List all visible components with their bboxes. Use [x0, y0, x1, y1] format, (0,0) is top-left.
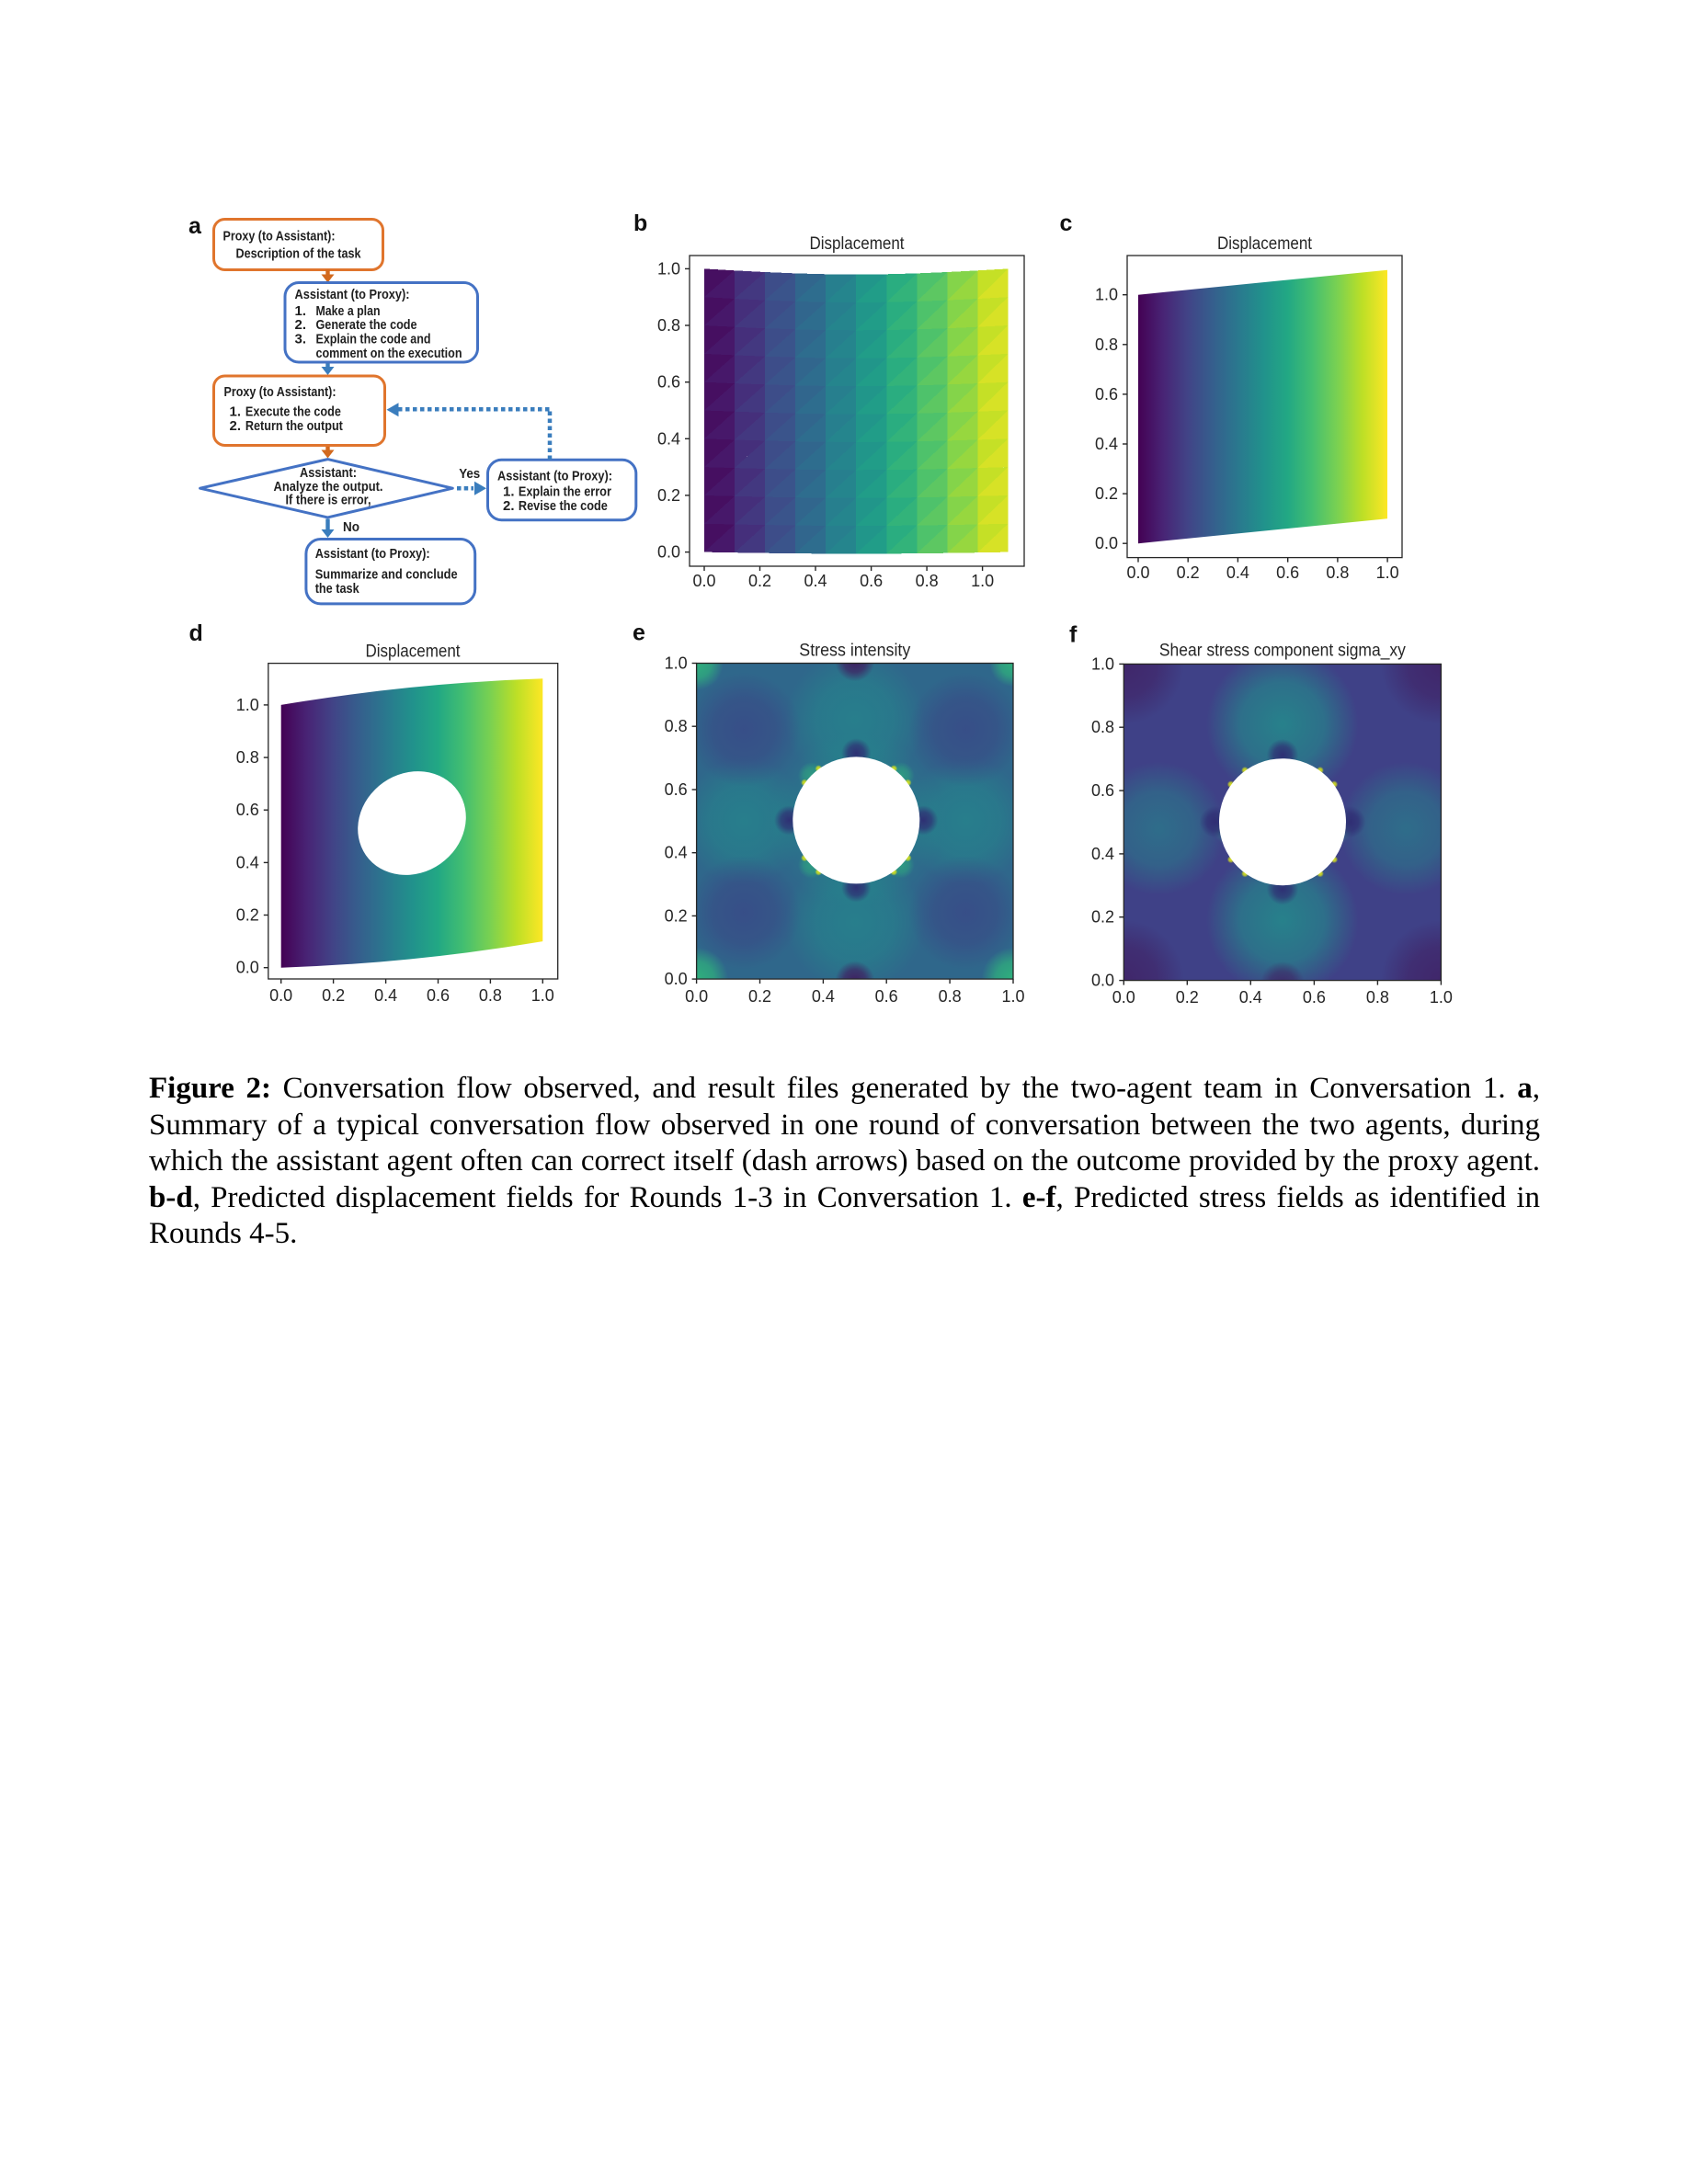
svg-text:Displacement: Displacement: [366, 643, 462, 662]
svg-text:b: b: [633, 210, 647, 236]
svg-text:1.: 1.: [230, 404, 242, 420]
svg-text:Displacement: Displacement: [810, 234, 906, 254]
svg-text:2.: 2.: [230, 418, 242, 434]
svg-text:0.4: 0.4: [657, 429, 680, 448]
svg-text:0.8: 0.8: [939, 987, 962, 1006]
svg-text:0.0: 0.0: [236, 959, 259, 977]
svg-text:0.0: 0.0: [269, 986, 292, 1005]
svg-text:0.8: 0.8: [657, 316, 680, 335]
svg-text:0.4: 0.4: [1226, 563, 1249, 582]
svg-text:No: No: [343, 519, 359, 535]
svg-text:0.8: 0.8: [1366, 988, 1389, 1007]
svg-text:Return the output: Return the output: [245, 418, 343, 434]
svg-text:Proxy (to Assistant):: Proxy (to Assistant):: [224, 384, 336, 400]
svg-text:0.0: 0.0: [1126, 563, 1149, 582]
svg-text:Explain the code and: Explain the code and: [316, 332, 431, 347]
svg-text:0.0: 0.0: [1091, 972, 1114, 990]
svg-text:1.0: 1.0: [1430, 988, 1453, 1007]
svg-text:0.2: 0.2: [657, 486, 680, 505]
svg-text:0.0: 0.0: [665, 970, 688, 988]
svg-text:0.0: 0.0: [1112, 988, 1135, 1007]
svg-text:0.4: 0.4: [1095, 435, 1118, 453]
svg-text:If there is error,: If there is error,: [286, 492, 371, 507]
svg-text:0.2: 0.2: [1091, 908, 1114, 927]
svg-text:1.0: 1.0: [1001, 987, 1024, 1006]
svg-text:Shear stress component sigma_x: Shear stress component sigma_xy: [1159, 642, 1406, 661]
svg-text:0.6: 0.6: [665, 780, 688, 799]
svg-text:0.4: 0.4: [1091, 845, 1114, 863]
svg-text:2.: 2.: [295, 317, 307, 333]
svg-text:0.4: 0.4: [1239, 988, 1262, 1007]
svg-text:0.6: 0.6: [657, 373, 680, 392]
svg-text:0.4: 0.4: [236, 853, 259, 871]
svg-text:0.8: 0.8: [1095, 336, 1118, 354]
svg-text:0.8: 0.8: [665, 717, 688, 735]
svg-text:Generate the code: Generate the code: [316, 317, 417, 333]
svg-text:Assistant (to Proxy):: Assistant (to Proxy):: [295, 287, 410, 302]
svg-text:comment on the execution: comment on the execution: [316, 346, 462, 361]
svg-text:0.6: 0.6: [1095, 385, 1118, 404]
svg-text:f: f: [1069, 622, 1078, 648]
svg-text:1.0: 1.0: [1091, 654, 1114, 673]
svg-text:0.2: 0.2: [1095, 484, 1118, 503]
svg-text:1.0: 1.0: [971, 572, 994, 590]
svg-text:0.8: 0.8: [1091, 718, 1114, 736]
svg-text:1.0: 1.0: [657, 259, 680, 278]
svg-text:Description of the task: Description of the task: [236, 246, 362, 262]
svg-text:the task: the task: [315, 581, 360, 597]
svg-text:0.6: 0.6: [1303, 988, 1326, 1007]
svg-text:0.0: 0.0: [685, 987, 708, 1006]
svg-text:0.2: 0.2: [236, 906, 259, 925]
svg-text:Stress intensity: Stress intensity: [799, 642, 910, 661]
svg-text:0.8: 0.8: [916, 572, 939, 590]
svg-text:0.8: 0.8: [479, 986, 502, 1005]
svg-text:0.8: 0.8: [236, 748, 259, 767]
svg-text:Assistant (to Proxy):: Assistant (to Proxy):: [497, 468, 612, 483]
svg-text:0.6: 0.6: [875, 987, 898, 1006]
svg-text:0.2: 0.2: [665, 906, 688, 925]
svg-text:1.: 1.: [503, 483, 515, 499]
svg-text:c: c: [1060, 210, 1073, 236]
svg-text:0.0: 0.0: [657, 543, 680, 562]
svg-text:0.6: 0.6: [860, 572, 883, 590]
svg-text:Make a plan: Make a plan: [316, 303, 381, 319]
svg-text:0.2: 0.2: [322, 986, 345, 1005]
svg-text:2.: 2.: [503, 498, 515, 514]
svg-text:Yes: Yes: [459, 466, 480, 482]
svg-text:1.0: 1.0: [531, 986, 554, 1005]
svg-text:Proxy (to Assistant):: Proxy (to Assistant):: [223, 229, 336, 245]
svg-text:0.6: 0.6: [1276, 563, 1299, 582]
svg-text:e: e: [633, 620, 645, 646]
svg-text:0.2: 0.2: [1176, 988, 1199, 1007]
svg-text:Revise the code: Revise the code: [519, 498, 608, 514]
svg-text:0.6: 0.6: [236, 801, 259, 819]
svg-text:0.4: 0.4: [374, 986, 397, 1005]
svg-text:Explain the error: Explain the error: [519, 483, 611, 499]
svg-text:3.: 3.: [295, 332, 307, 347]
svg-text:0.2: 0.2: [1177, 563, 1200, 582]
svg-text:Assistant (to Proxy):: Assistant (to Proxy):: [315, 546, 430, 562]
svg-text:0.0: 0.0: [1095, 534, 1118, 552]
svg-text:0.4: 0.4: [812, 987, 835, 1006]
svg-text:0.2: 0.2: [748, 987, 771, 1006]
svg-text:Execute the code: Execute the code: [245, 404, 341, 420]
svg-text:a: a: [188, 213, 202, 239]
svg-text:1.0: 1.0: [236, 696, 259, 714]
svg-text:1.: 1.: [295, 303, 307, 319]
svg-text:Summarize and conclude: Summarize and conclude: [315, 567, 458, 583]
svg-text:0.8: 0.8: [1326, 563, 1349, 582]
svg-text:1.0: 1.0: [1376, 563, 1399, 582]
svg-text:0.0: 0.0: [692, 572, 715, 590]
svg-text:0.4: 0.4: [665, 844, 688, 862]
svg-text:Displacement: Displacement: [1217, 234, 1313, 254]
svg-text:1.0: 1.0: [1095, 286, 1118, 304]
svg-text:0.4: 0.4: [804, 572, 827, 590]
svg-text:0.2: 0.2: [748, 572, 771, 590]
svg-text:0.6: 0.6: [1091, 781, 1114, 800]
svg-text:d: d: [189, 620, 203, 646]
svg-text:Analyze the output.: Analyze the output.: [274, 479, 383, 495]
svg-text:0.6: 0.6: [427, 986, 450, 1005]
svg-text:Assistant:: Assistant:: [300, 465, 357, 481]
svg-text:1.0: 1.0: [665, 654, 688, 673]
